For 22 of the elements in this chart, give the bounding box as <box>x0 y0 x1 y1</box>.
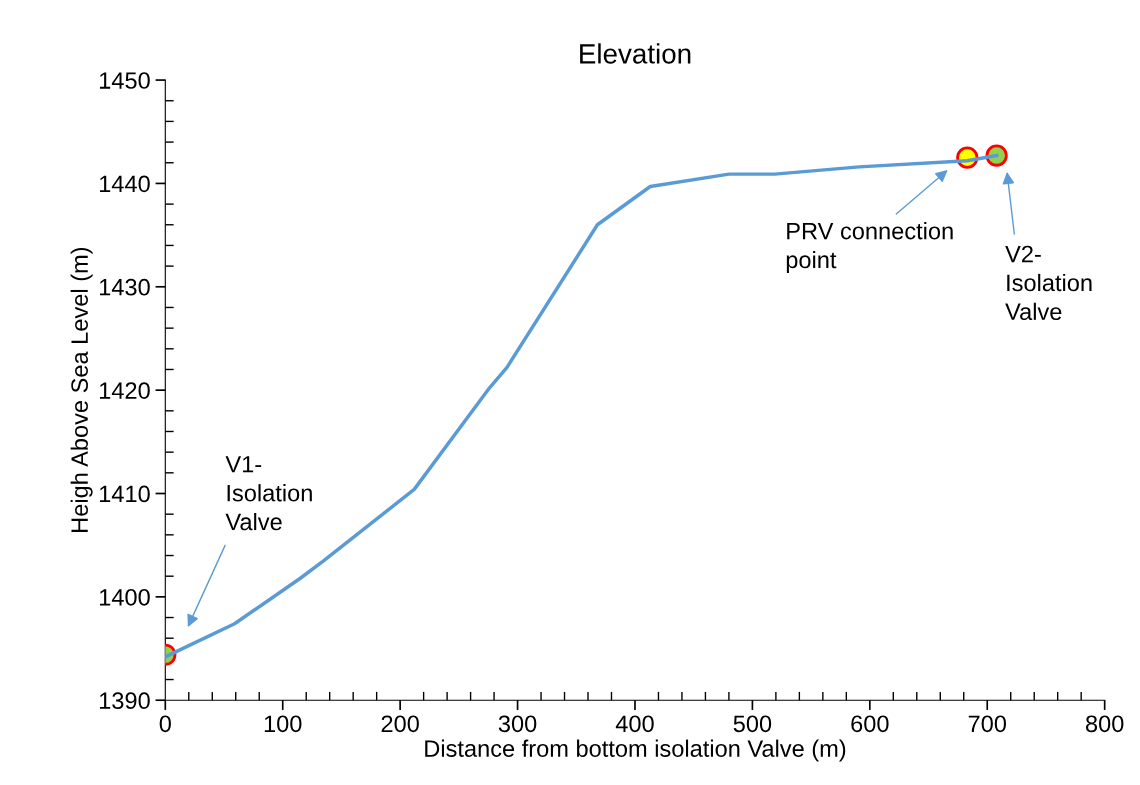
x-tick-label: 200 <box>381 715 419 733</box>
y-tick-label: 1420 <box>100 382 150 399</box>
y-tick-label: 1430 <box>100 278 150 296</box>
x-tick-label: 500 <box>733 715 772 733</box>
chart-title: Elevation <box>580 43 691 64</box>
x-tick-label: 700 <box>968 715 1007 733</box>
x-tick-label: 600 <box>851 715 889 733</box>
x-tick-label: 100 <box>264 715 302 733</box>
annotation: V1- Isolation Valve <box>225 456 312 531</box>
x-tick-label: 400 <box>615 715 654 733</box>
x-axis-title: Distance from bottom isolation Valve (m) <box>425 739 846 762</box>
x-tick-label: 300 <box>498 715 537 733</box>
y-tick-label: 1400 <box>100 588 150 606</box>
y-tick-label: 1390 <box>100 692 150 710</box>
y-tick-label: 1410 <box>100 485 150 503</box>
x-tick-label: 0 <box>159 715 171 733</box>
annotation: PRV connection point <box>786 222 953 273</box>
y-axis-title: Heigh Above Sea Level (m) <box>70 247 93 532</box>
x-tick-label: 800 <box>1085 715 1124 733</box>
annotation: V2- Isolation Valve <box>1005 245 1092 321</box>
y-tick-label: 1450 <box>100 72 150 89</box>
y-tick-label: 1440 <box>100 175 150 193</box>
